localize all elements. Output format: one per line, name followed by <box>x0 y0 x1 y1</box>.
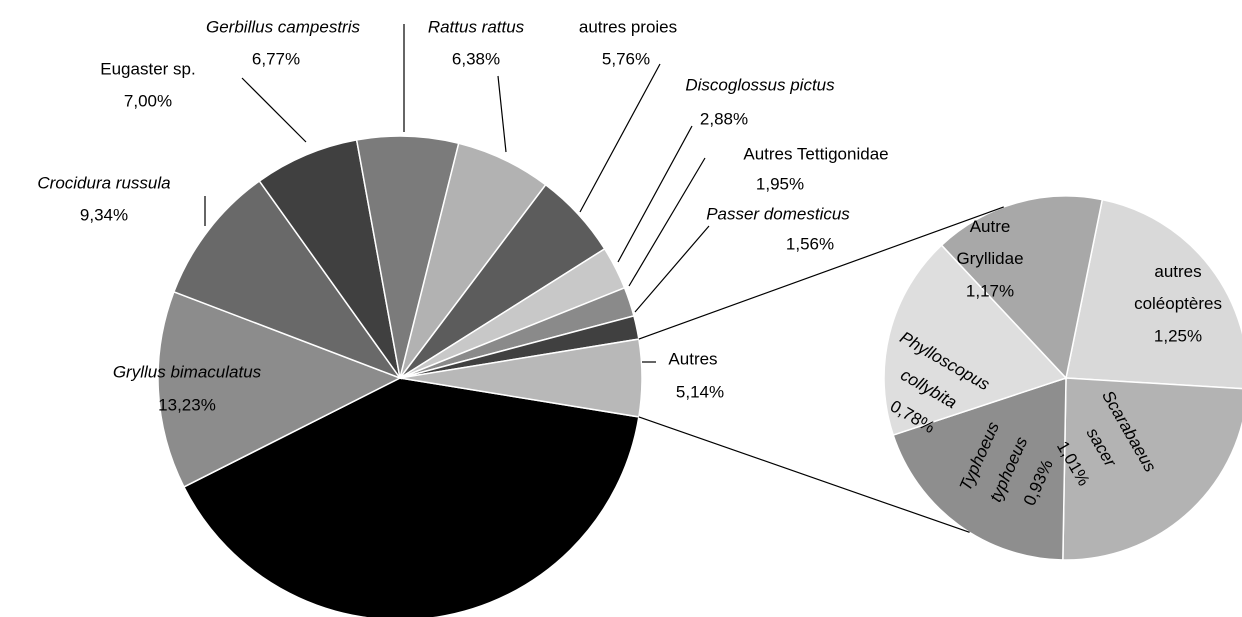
slice-label: Crocidura russula <box>37 173 170 192</box>
slice-label: autres coléoptères <box>1134 262 1222 313</box>
slice-label: Mus spretus <box>372 512 465 531</box>
pie-slice <box>1065 198 1242 390</box>
slice-value-label: 9,34% <box>80 205 128 224</box>
pie-slice <box>1062 377 1242 561</box>
slice-label: Discoglossus pictus <box>685 75 835 94</box>
slice-value-label: 6,38% <box>452 49 500 68</box>
label-line: Autre <box>970 217 1011 236</box>
label-line: coléoptères <box>1134 294 1222 313</box>
pie-slice <box>157 290 402 488</box>
slice-label: Autre Gryllidae <box>956 217 1023 268</box>
slice-value-label: 1,17% <box>966 281 1014 300</box>
slice-value-label: 40,00% <box>389 542 447 561</box>
slice-value-label: 1,95% <box>756 174 804 193</box>
slice-label: Passer domesticus <box>706 204 850 223</box>
leader-line <box>628 157 706 287</box>
pie-slice <box>892 376 1067 561</box>
leader-line <box>241 77 307 143</box>
slice-label: autres proies <box>579 17 677 36</box>
label-line: Gryllidae <box>956 249 1023 268</box>
slice-value-label: 7,00% <box>124 91 172 110</box>
leader-line <box>634 225 710 313</box>
secondary-label: autres coléoptères 1,25% <box>1134 262 1222 345</box>
slice-value-label: 1,56% <box>786 234 834 253</box>
slice-label: Gryllus bimaculatus <box>113 362 262 381</box>
slice-value-label: 5,14% <box>676 382 724 401</box>
leader-line <box>579 63 661 213</box>
leader-line <box>497 75 507 153</box>
slice-label: Rattus rattus <box>428 17 525 36</box>
slice-value-label: 6,77% <box>252 49 300 68</box>
slice-value-label: 5,76% <box>602 49 650 68</box>
pie-slice <box>940 195 1104 380</box>
slice-value-label: 2,88% <box>700 109 748 128</box>
pie-slice <box>399 338 643 418</box>
slice-label: Autres Tettigonidae <box>743 144 888 163</box>
slice-label: Eugaster sp. <box>100 59 195 78</box>
pie-slice <box>883 244 1068 436</box>
slice-label: Gerbillus campestris <box>206 17 360 36</box>
secondary-label: Autre Gryllidae 1,17% <box>956 217 1023 300</box>
label-line: autres <box>1154 262 1201 281</box>
pie-slice <box>258 139 401 379</box>
connector-line <box>638 206 1004 340</box>
pie-slice <box>172 179 403 380</box>
pie-slice <box>182 377 640 617</box>
connector-line <box>638 416 970 533</box>
slice-value-label: 13,23% <box>158 395 216 414</box>
slice-value-label: 1,25% <box>1154 326 1202 345</box>
slice-label: Autres <box>668 349 717 368</box>
leader-line <box>617 125 693 263</box>
